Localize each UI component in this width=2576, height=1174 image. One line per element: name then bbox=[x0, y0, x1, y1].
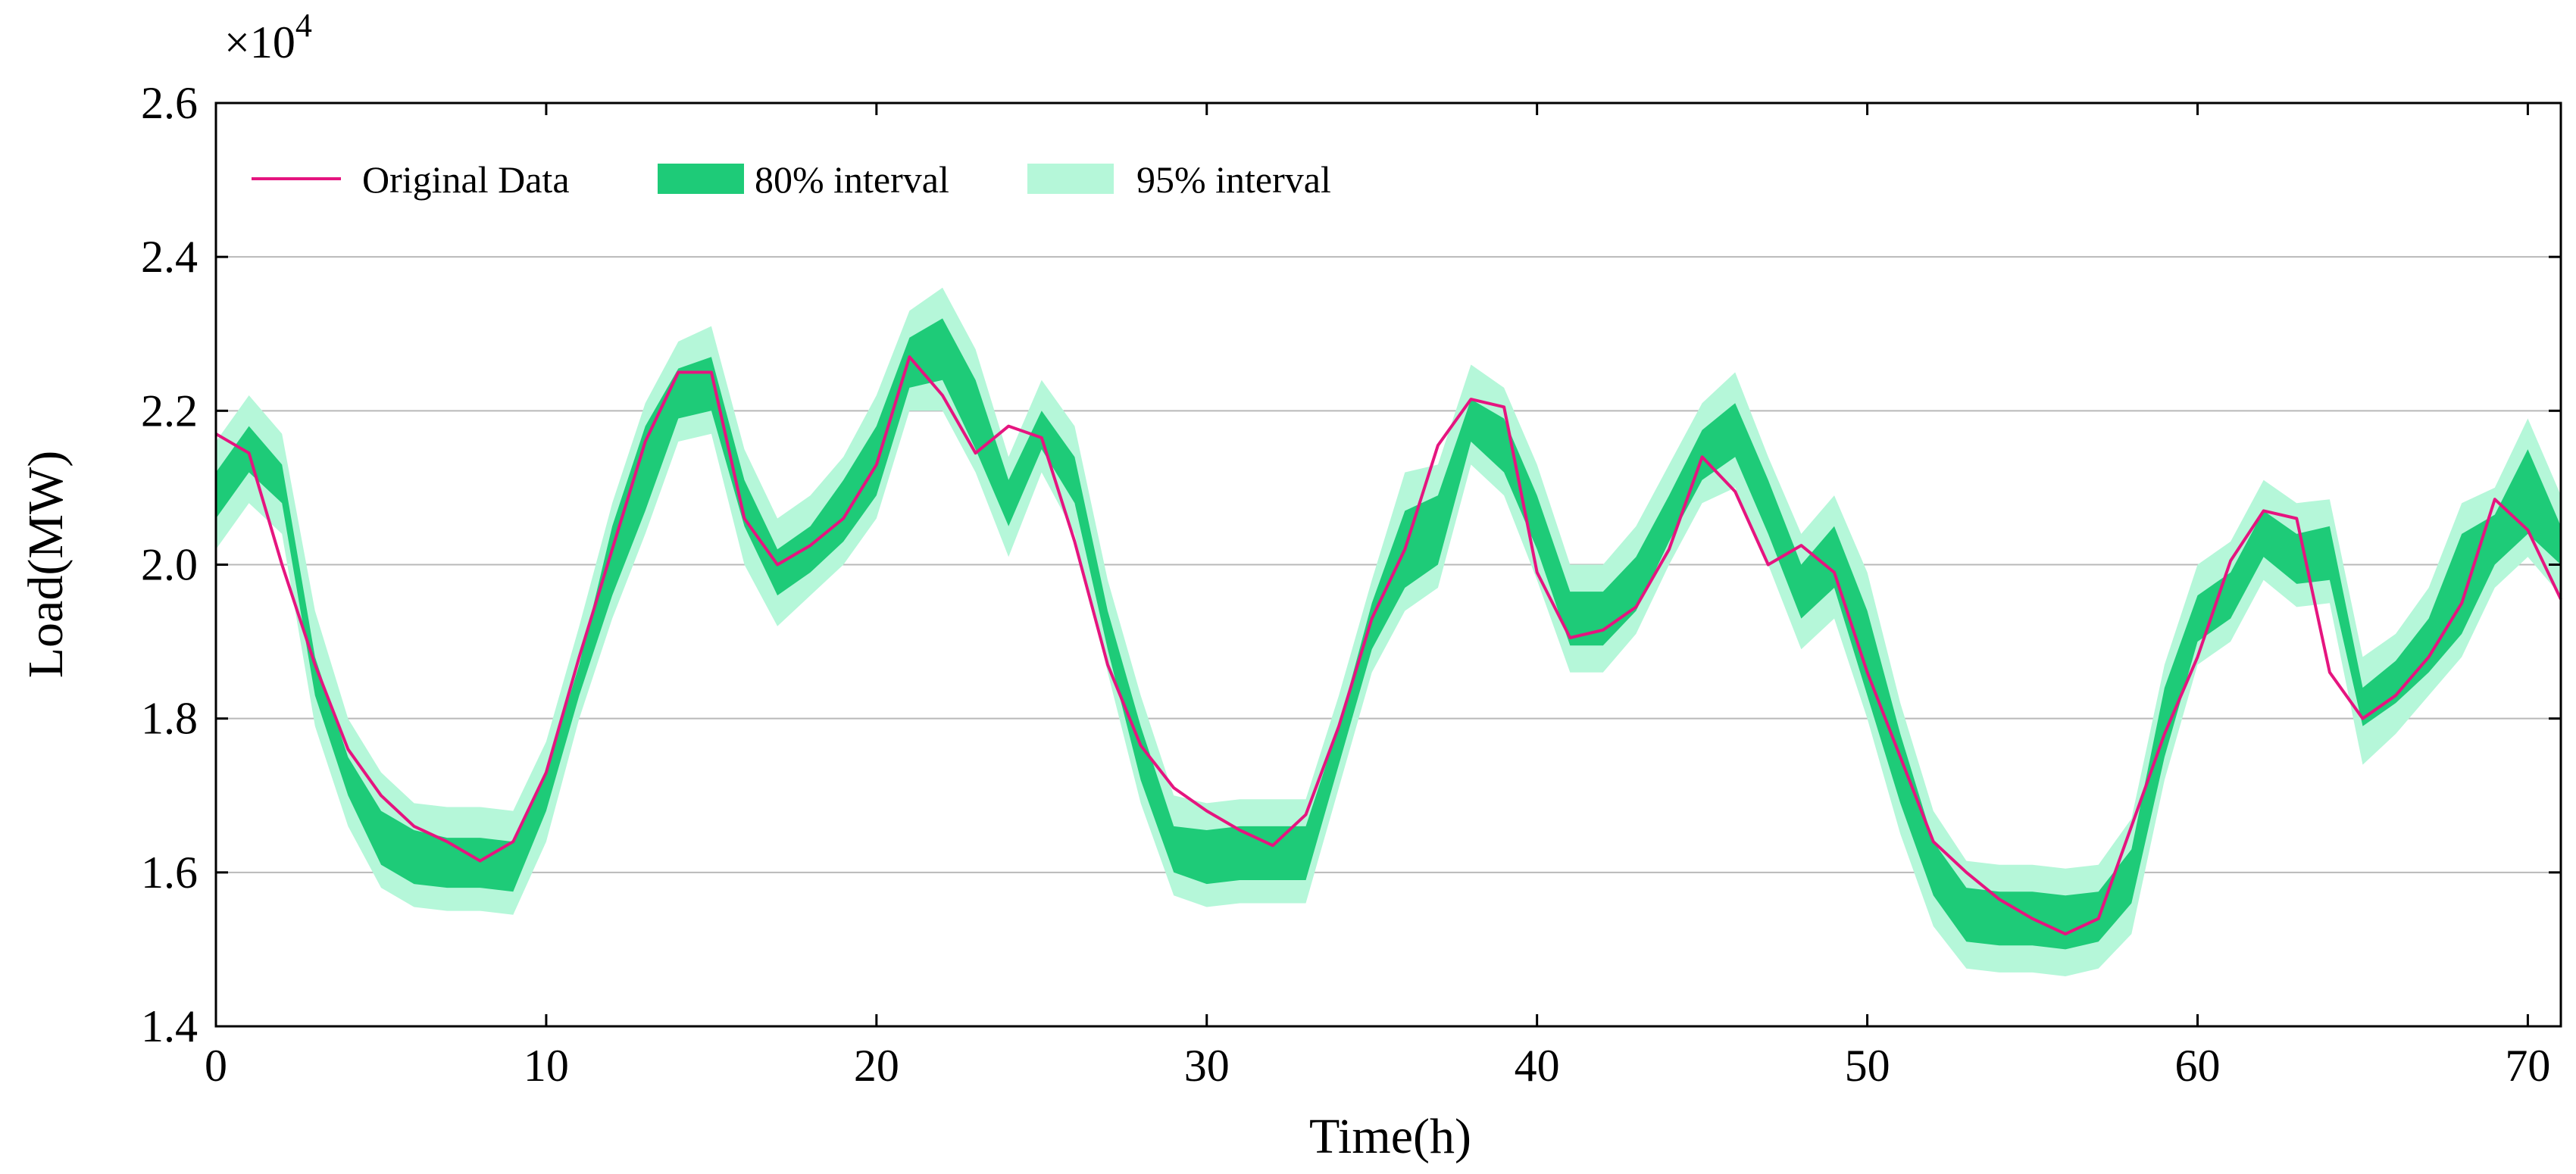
x-tick-label-40: 40 bbox=[1515, 1041, 1560, 1091]
x-tick-label-0: 0 bbox=[205, 1041, 227, 1091]
band-95-interval bbox=[216, 287, 2561, 976]
band-80-area bbox=[216, 318, 2561, 950]
legend-label-80-interval: 80% interval bbox=[755, 158, 949, 201]
x-tick-label-20: 20 bbox=[854, 1041, 899, 1091]
y-axis-label: Load(MW) bbox=[18, 451, 73, 679]
y-tick-label-2.0: 2.0 bbox=[141, 540, 198, 590]
y-scale-exponent: 4 bbox=[295, 7, 312, 44]
band-80-interval bbox=[216, 318, 2561, 950]
y-tick-labels: 1.4 1.6 1.8 2.0 2.2 2.4 2.6 bbox=[141, 78, 198, 1051]
x-axis-label: Time(h) bbox=[1309, 1109, 1471, 1164]
y-tick-label-2.2: 2.2 bbox=[141, 386, 198, 436]
x-tick-label-30: 30 bbox=[1184, 1041, 1230, 1091]
x-tick-label-60: 60 bbox=[2174, 1041, 2220, 1091]
x-tick-label-50: 50 bbox=[1845, 1041, 1890, 1091]
x-tick-label-10: 10 bbox=[524, 1041, 569, 1091]
axis-ticks bbox=[214, 101, 2561, 1028]
y-tick-label-1.4: 1.4 bbox=[141, 1001, 198, 1051]
original-data-series bbox=[214, 355, 2562, 936]
y-tick-label-1.8: 1.8 bbox=[141, 694, 198, 744]
band-95-area bbox=[216, 287, 2561, 976]
y-tick-label-2.4: 2.4 bbox=[141, 232, 198, 282]
x-tick-labels: 0 10 20 30 40 50 60 70 bbox=[205, 1041, 2550, 1091]
y-scale-multiplier: ×104 bbox=[224, 7, 312, 67]
y-tick-label-2.6: 2.6 bbox=[141, 78, 198, 128]
x-tick-label-70: 70 bbox=[2505, 1041, 2550, 1091]
legend-label-95-interval: 95% interval bbox=[1136, 158, 1331, 201]
legend-label-original-data: Original Data bbox=[362, 158, 570, 201]
legend-swatch-95-interval bbox=[1027, 164, 1114, 194]
original-data-line bbox=[214, 355, 2562, 936]
legend: Original Data 80% interval 95% interval bbox=[252, 158, 1331, 201]
y-tick-label-1.6: 1.6 bbox=[141, 848, 198, 898]
legend-swatch-80-interval bbox=[658, 164, 744, 194]
y-scale-base: ×10 bbox=[224, 17, 295, 67]
